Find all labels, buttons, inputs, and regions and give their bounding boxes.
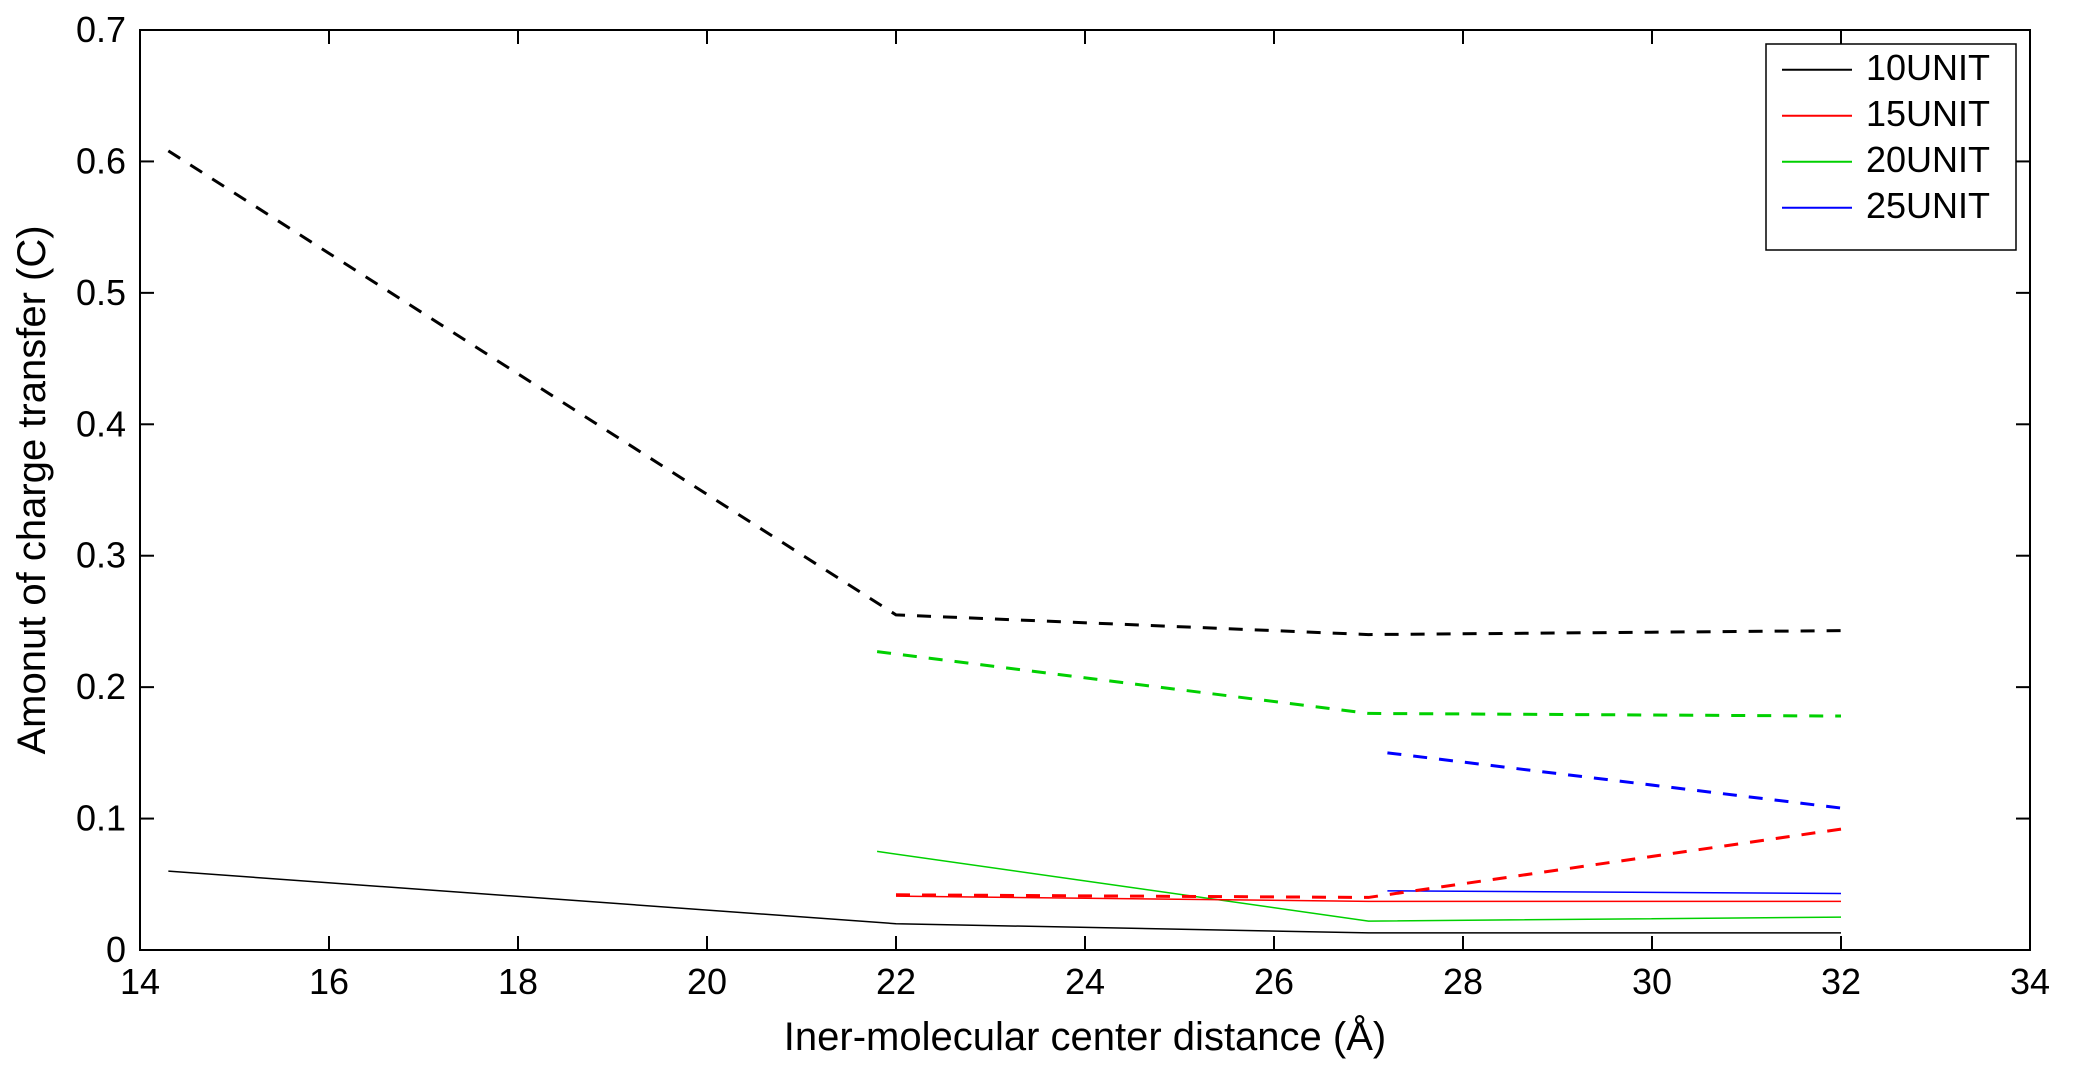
x-tick-label: 18 bbox=[498, 961, 538, 1002]
x-tick-label: 30 bbox=[1632, 961, 1672, 1002]
y-tick-label: 0.1 bbox=[76, 798, 126, 839]
x-tick-label: 16 bbox=[309, 961, 349, 1002]
legend-label: 20UNIT bbox=[1866, 139, 1990, 180]
x-axis-label: Iner-molecular center distance (Å) bbox=[784, 1014, 1386, 1059]
x-tick-label: 22 bbox=[876, 961, 916, 1002]
y-tick-label: 0.7 bbox=[76, 9, 126, 50]
legend-label: 10UNIT bbox=[1866, 47, 1990, 88]
y-tick-label: 0.6 bbox=[76, 140, 126, 181]
x-tick-label: 20 bbox=[687, 961, 727, 1002]
x-tick-label: 34 bbox=[2010, 961, 2050, 1002]
line-chart: 141618202224262830323400.10.20.30.40.50.… bbox=[0, 0, 2075, 1091]
y-tick-label: 0.5 bbox=[76, 272, 126, 313]
y-tick-label: 0 bbox=[106, 929, 126, 970]
x-tick-label: 32 bbox=[1821, 961, 1861, 1002]
y-tick-label: 0.2 bbox=[76, 666, 126, 707]
legend-label: 25UNIT bbox=[1866, 185, 1990, 226]
x-tick-label: 26 bbox=[1254, 961, 1294, 1002]
legend-label: 15UNIT bbox=[1866, 93, 1990, 134]
y-tick-label: 0.4 bbox=[76, 403, 126, 444]
x-tick-label: 24 bbox=[1065, 961, 1105, 1002]
chart-container: 141618202224262830323400.10.20.30.40.50.… bbox=[0, 0, 2075, 1091]
y-tick-label: 0.3 bbox=[76, 535, 126, 576]
y-axis-label: Amonut of charge transfer (C) bbox=[10, 225, 54, 754]
x-tick-label: 28 bbox=[1443, 961, 1483, 1002]
